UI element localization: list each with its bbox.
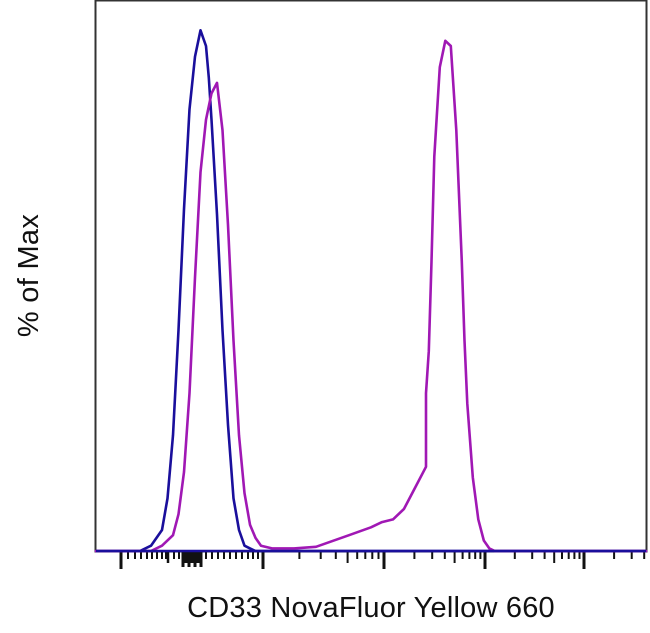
y-axis-label-container: % of Max xyxy=(0,0,60,551)
y-axis-label: % of Max xyxy=(13,213,46,338)
series-stained-line xyxy=(94,39,648,553)
x-axis-ticks xyxy=(119,552,646,569)
series-control-line xyxy=(94,29,648,553)
x-axis-label: CD33 NovaFluor Yellow 660 xyxy=(187,592,555,624)
plot-frame xyxy=(94,0,648,553)
